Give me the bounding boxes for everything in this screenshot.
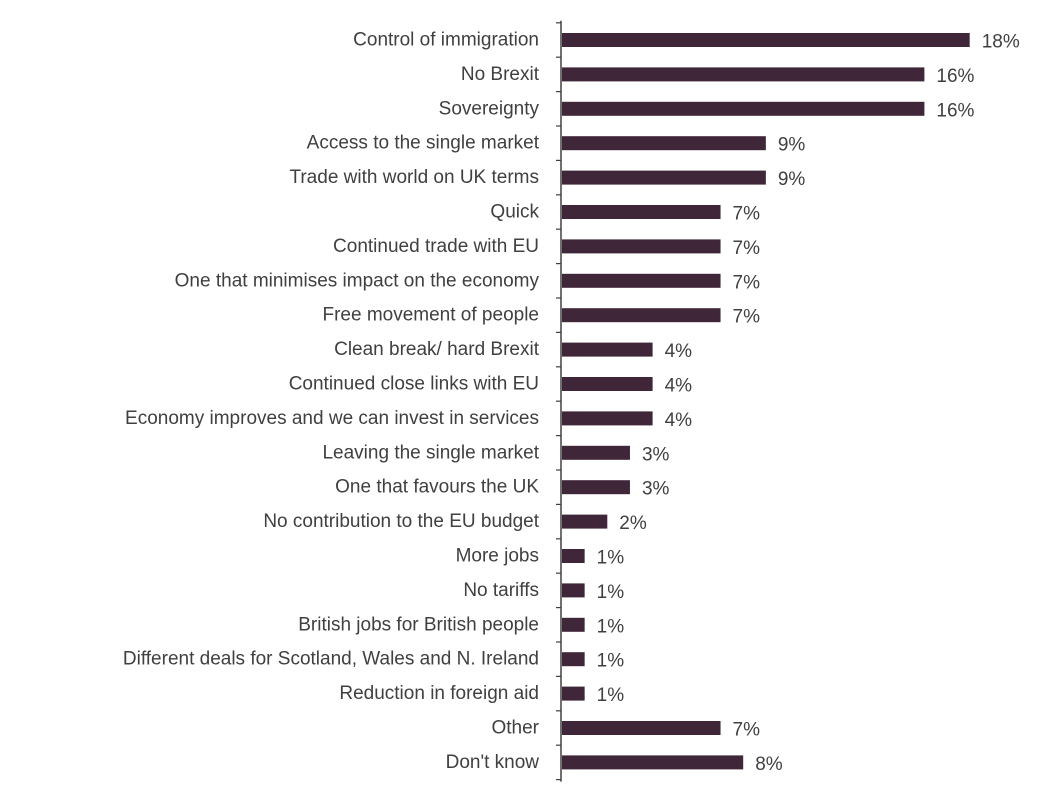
category-label: British jobs for British people: [298, 614, 539, 635]
bar: [562, 170, 766, 185]
bar: [562, 273, 721, 288]
category-label: Control of immigration: [353, 30, 539, 51]
category-label: Sovereignty: [439, 98, 540, 119]
value-label: 7%: [733, 307, 761, 328]
category-label: No Brexit: [461, 64, 540, 85]
bar: [562, 377, 653, 391]
bar: [562, 445, 630, 460]
category-label: Free movement of people: [322, 305, 539, 326]
bar: [562, 652, 585, 667]
category-label: Clean break/ hard Brexit: [334, 339, 540, 360]
value-label: 9%: [778, 135, 806, 156]
value-label: 1%: [597, 548, 625, 569]
value-label: 7%: [733, 238, 761, 259]
category-label: Economy improves and we can invest in se…: [125, 408, 539, 429]
category-label: No contribution to the EU budget: [263, 511, 539, 532]
category-label: Reduction in foreign aid: [339, 683, 539, 704]
bar: [562, 239, 721, 254]
category-label: Leaving the single market: [322, 442, 539, 463]
category-label: Other: [491, 718, 539, 739]
category-label: Access to the single market: [307, 133, 540, 154]
bar: [562, 480, 630, 495]
value-label: 7%: [733, 720, 761, 741]
bar: [562, 549, 585, 563]
value-label: 8%: [755, 754, 783, 775]
value-label: 4%: [665, 410, 693, 431]
category-label: Trade with world on UK terms: [289, 167, 539, 188]
category-label: No tariffs: [463, 580, 539, 601]
value-label: 9%: [778, 169, 806, 190]
value-label: 1%: [597, 616, 625, 637]
value-label: 7%: [733, 272, 761, 293]
value-label: 16%: [936, 66, 974, 87]
category-label: Continued trade with EU: [333, 236, 539, 257]
bar: [562, 514, 608, 529]
bars-layer: [562, 33, 970, 770]
bar: [562, 67, 925, 82]
value-label: 2%: [619, 513, 647, 534]
value-label: 7%: [733, 204, 761, 225]
bar: [562, 205, 721, 219]
value-labels: 18% 16% 16% 9% 9% 7% 7% 7% 7% 4% 4% 4% 3% 3% 2% 1% 1% 1% 1…: [597, 32, 1020, 775]
bar: [562, 686, 585, 701]
bar: [562, 755, 744, 770]
category-label: One that favours the UK: [335, 477, 539, 498]
category-label: Don't know: [446, 752, 540, 773]
category-label: Continued close links with EU: [289, 374, 539, 395]
value-label: 3%: [642, 444, 670, 465]
value-label: 3%: [642, 479, 670, 500]
value-label: 4%: [665, 341, 693, 362]
category-label: Different deals for Scotland, Wales and …: [123, 649, 539, 670]
bar: [562, 136, 766, 151]
axis-layer: [556, 20, 562, 782]
bar: [562, 33, 970, 47]
bar: [562, 342, 653, 357]
bar: [562, 617, 585, 632]
bar: [562, 308, 721, 323]
value-label: 18%: [982, 32, 1020, 53]
bar: [562, 411, 653, 426]
bar: [562, 583, 585, 598]
category-label: One that minimises impact on the economy: [175, 270, 540, 291]
category-labels: Control of immigration No Brexit Sovereign…: [123, 30, 540, 773]
category-label: Quick: [490, 202, 539, 223]
bar: [562, 721, 721, 735]
value-label: 1%: [597, 651, 625, 672]
value-label: 16%: [936, 100, 974, 121]
value-label: 1%: [597, 685, 625, 706]
value-label: 4%: [665, 376, 693, 397]
category-label: More jobs: [456, 546, 539, 567]
bar: [562, 101, 925, 116]
value-label: 1%: [597, 582, 625, 603]
